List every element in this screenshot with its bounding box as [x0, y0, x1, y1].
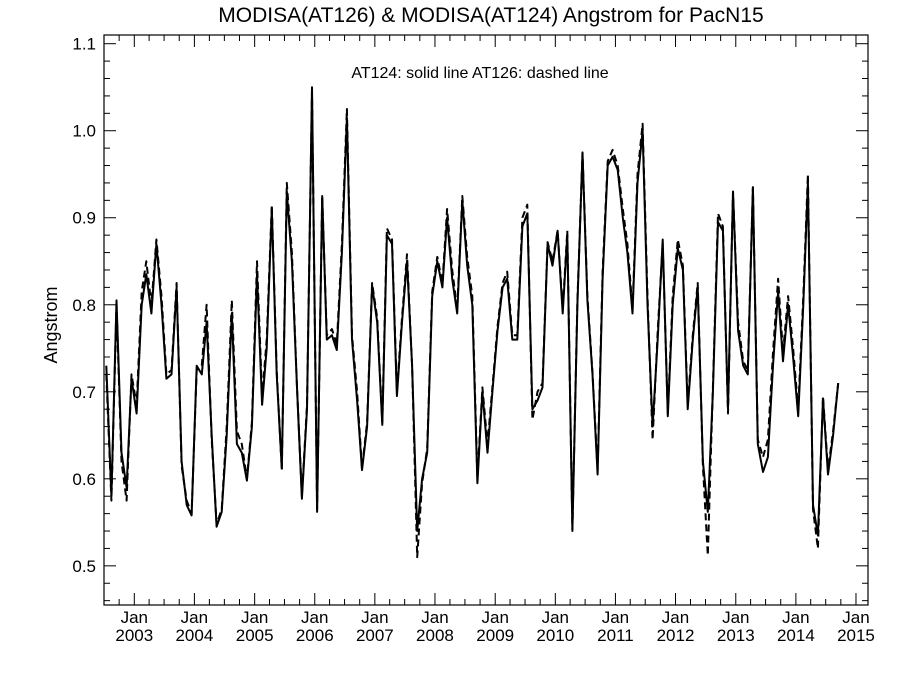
- x-tick-label-year: 2014: [777, 626, 815, 645]
- x-tick-label-month: Jan: [121, 608, 148, 627]
- x-tick-label-year: 2008: [416, 626, 454, 645]
- plot-frame: [103, 34, 869, 606]
- x-tick-label-year: 2010: [536, 626, 574, 645]
- legend-annotation: AT124: solid line AT126: dashed line: [351, 65, 608, 82]
- x-tick-label-month: Jan: [421, 608, 448, 627]
- x-tick-label-year: 2007: [356, 626, 394, 645]
- chart-title: MODISA(AT126) & MODISA(AT124) Angstrom f…: [218, 4, 763, 27]
- x-tick-label-month: Jan: [662, 608, 689, 627]
- x-tick-label-month: Jan: [782, 608, 809, 627]
- x-tick-label-month: Jan: [602, 608, 629, 627]
- y-tick-label: 0.9: [72, 209, 96, 228]
- x-tick-label-month: Jan: [842, 608, 869, 627]
- x-tick-label-month: Jan: [241, 608, 268, 627]
- y-tick-label: 0.6: [72, 470, 96, 489]
- x-tick-label-year: 2005: [236, 626, 274, 645]
- x-tick-label-year: 2004: [175, 626, 213, 645]
- x-tick-label-year: 2012: [657, 626, 695, 645]
- y-tick-label: 0.8: [72, 296, 96, 315]
- x-tick-label-month: Jan: [722, 608, 749, 627]
- series-layer: [105, 86, 840, 559]
- x-tick-label-year: 2003: [115, 626, 153, 645]
- x-tick-label-year: 2013: [717, 626, 755, 645]
- x-tick-label-month: Jan: [361, 608, 388, 627]
- x-tick-label-year: 2015: [837, 626, 875, 645]
- series-line-at126: [105, 90, 840, 559]
- y-tick-label: 1.1: [72, 35, 96, 54]
- y-axis-label: Angstrom: [41, 286, 61, 363]
- x-tick-label-year: 2011: [597, 626, 634, 645]
- y-tick-label: 0.5: [72, 557, 96, 576]
- x-tick-label-month: Jan: [181, 608, 208, 627]
- y-tick-label: 0.7: [72, 383, 96, 402]
- x-tick-label-year: 2006: [296, 626, 334, 645]
- axes: [103, 34, 869, 606]
- x-tick-label-month: Jan: [301, 608, 328, 627]
- y-tick-label: 1.0: [72, 122, 96, 141]
- ticks: 0.50.60.70.80.91.01.1Jan2003Jan2004Jan20…: [72, 35, 875, 645]
- x-tick-label-year: 2009: [476, 626, 514, 645]
- x-tick-label-month: Jan: [482, 608, 509, 627]
- x-tick-label-month: Jan: [542, 608, 569, 627]
